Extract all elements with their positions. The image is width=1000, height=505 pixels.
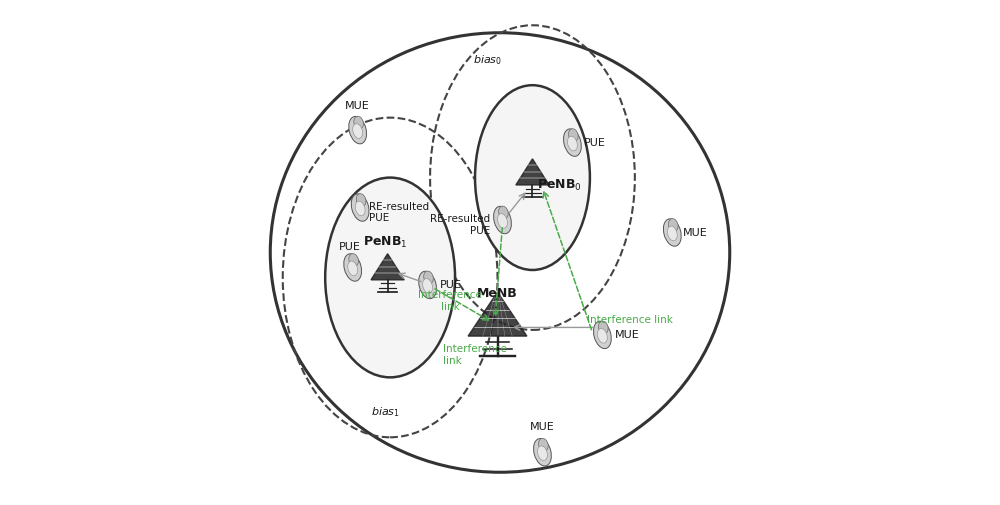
Text: $bias_0$: $bias_0$ (473, 54, 502, 67)
Text: MeNB: MeNB (477, 287, 518, 300)
Polygon shape (516, 159, 549, 185)
Ellipse shape (475, 85, 590, 270)
Ellipse shape (564, 129, 581, 157)
Ellipse shape (534, 438, 551, 466)
Ellipse shape (663, 219, 681, 246)
Text: PeNB$_0$: PeNB$_0$ (537, 178, 582, 192)
Ellipse shape (568, 136, 577, 151)
Text: MUE: MUE (530, 422, 555, 432)
Ellipse shape (355, 201, 365, 216)
Ellipse shape (498, 214, 507, 228)
Text: Interference
link: Interference link (443, 344, 506, 366)
Text: MUE: MUE (683, 228, 708, 237)
Ellipse shape (593, 321, 611, 348)
Text: PUE: PUE (339, 241, 361, 251)
Ellipse shape (351, 194, 369, 221)
Polygon shape (371, 254, 404, 280)
Ellipse shape (539, 438, 548, 451)
Text: PUE: PUE (583, 138, 605, 147)
Ellipse shape (597, 329, 607, 343)
Ellipse shape (599, 321, 608, 334)
Ellipse shape (569, 129, 578, 141)
Text: $bias_1$: $bias_1$ (371, 406, 400, 419)
Text: PUE: PUE (440, 280, 462, 290)
Ellipse shape (353, 124, 363, 138)
Ellipse shape (419, 271, 436, 298)
Text: PeNB$_1$: PeNB$_1$ (363, 235, 407, 250)
Polygon shape (468, 292, 527, 336)
Ellipse shape (344, 254, 362, 281)
Ellipse shape (668, 219, 678, 231)
Ellipse shape (270, 33, 730, 472)
Ellipse shape (538, 446, 547, 461)
Ellipse shape (667, 226, 677, 241)
Ellipse shape (494, 207, 511, 234)
Ellipse shape (325, 178, 455, 377)
Ellipse shape (354, 116, 363, 129)
Ellipse shape (348, 261, 358, 276)
Text: MUE: MUE (615, 330, 640, 340)
Ellipse shape (356, 193, 366, 207)
Text: RE-resulted
PUE: RE-resulted PUE (369, 201, 429, 223)
Text: RE-resulted
PUE: RE-resulted PUE (430, 214, 490, 236)
Ellipse shape (423, 279, 432, 293)
Text: Interference link: Interference link (587, 315, 673, 325)
Text: MUE: MUE (345, 101, 370, 111)
Text: Interference
link: Interference link (418, 290, 482, 312)
Ellipse shape (424, 271, 433, 284)
Ellipse shape (499, 206, 508, 219)
Ellipse shape (349, 254, 358, 267)
Ellipse shape (349, 117, 367, 144)
